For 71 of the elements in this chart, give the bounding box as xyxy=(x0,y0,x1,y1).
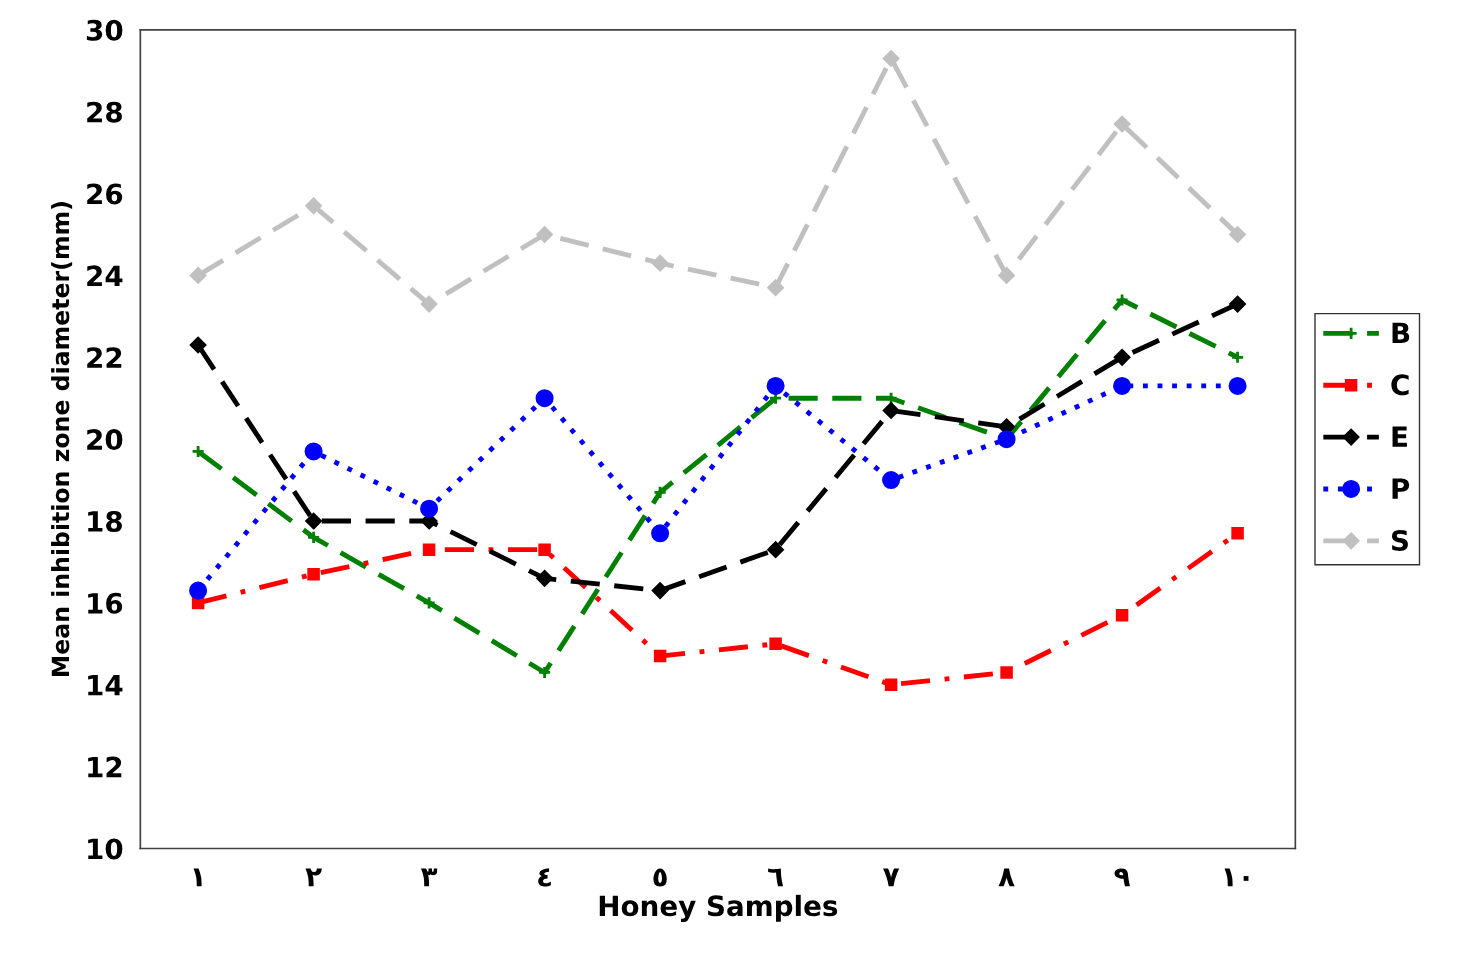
point xyxy=(307,567,320,581)
point xyxy=(420,499,439,518)
point xyxy=(535,389,554,408)
point xyxy=(882,50,900,67)
y-tick-label: 30 xyxy=(86,19,123,41)
x-tick-label: ٣ xyxy=(420,868,438,887)
point xyxy=(1000,666,1013,679)
x-tick-label: ١٠ xyxy=(1224,868,1249,887)
legend-label: E xyxy=(1392,426,1407,447)
point xyxy=(422,595,437,610)
point xyxy=(1231,527,1244,540)
point xyxy=(882,471,901,490)
x-tick-label: ١ xyxy=(193,868,202,887)
legend-label: B xyxy=(1392,322,1410,344)
legend-label: P xyxy=(1392,478,1410,499)
point xyxy=(189,267,207,284)
point xyxy=(653,485,668,500)
point xyxy=(1113,349,1131,366)
point xyxy=(537,665,552,680)
point xyxy=(189,336,207,354)
y-tick-label: 28 xyxy=(87,101,122,123)
point xyxy=(1113,115,1131,133)
point xyxy=(1115,293,1130,307)
y-tick-label: 12 xyxy=(88,756,122,778)
x-tick-label: ٦ xyxy=(768,868,784,887)
point xyxy=(653,649,667,663)
point xyxy=(1228,376,1247,395)
point xyxy=(651,582,669,599)
point xyxy=(884,678,898,691)
y-tick-label: 10 xyxy=(88,838,123,860)
point xyxy=(1229,295,1246,313)
point xyxy=(1230,350,1245,365)
point xyxy=(305,197,322,215)
y-tick-label: 24 xyxy=(87,265,123,286)
x-tick-label: ٢ xyxy=(305,868,322,887)
point xyxy=(536,226,553,243)
y-tick-label: 20 xyxy=(87,429,123,451)
point xyxy=(766,376,785,395)
y-tick-label: 16 xyxy=(88,592,123,614)
x-tick-label: ٨ xyxy=(998,868,1015,887)
legend-label: C xyxy=(1391,374,1409,396)
point xyxy=(651,524,670,543)
point xyxy=(767,279,784,296)
point xyxy=(651,254,669,272)
point xyxy=(538,543,551,556)
point xyxy=(306,530,321,545)
point xyxy=(536,570,553,587)
point xyxy=(420,295,438,313)
point xyxy=(189,581,208,600)
point xyxy=(882,402,900,419)
point xyxy=(1113,376,1132,395)
point xyxy=(304,442,323,461)
x-tick-label: ٤ xyxy=(538,868,551,887)
y-tick-label: 26 xyxy=(87,183,123,205)
point xyxy=(769,637,782,651)
y-tick-label: 18 xyxy=(88,510,122,532)
point xyxy=(1229,226,1246,243)
point xyxy=(767,541,784,558)
point xyxy=(998,267,1015,284)
y-tick-label: 14 xyxy=(88,675,123,696)
point xyxy=(422,543,436,556)
point xyxy=(1115,608,1129,622)
point xyxy=(191,444,206,459)
x-axis-title: Honey Samples xyxy=(599,894,838,922)
x-tick-label: ٩ xyxy=(1114,868,1131,887)
y-tick-label: 22 xyxy=(87,347,122,368)
legend-label: S xyxy=(1391,529,1408,551)
point xyxy=(305,512,322,530)
x-tick-label: ٥ xyxy=(653,868,667,887)
x-tick-label: ٧ xyxy=(883,868,900,887)
y-axis-title: Mean inhibition zone diameter(mm) xyxy=(51,202,73,677)
